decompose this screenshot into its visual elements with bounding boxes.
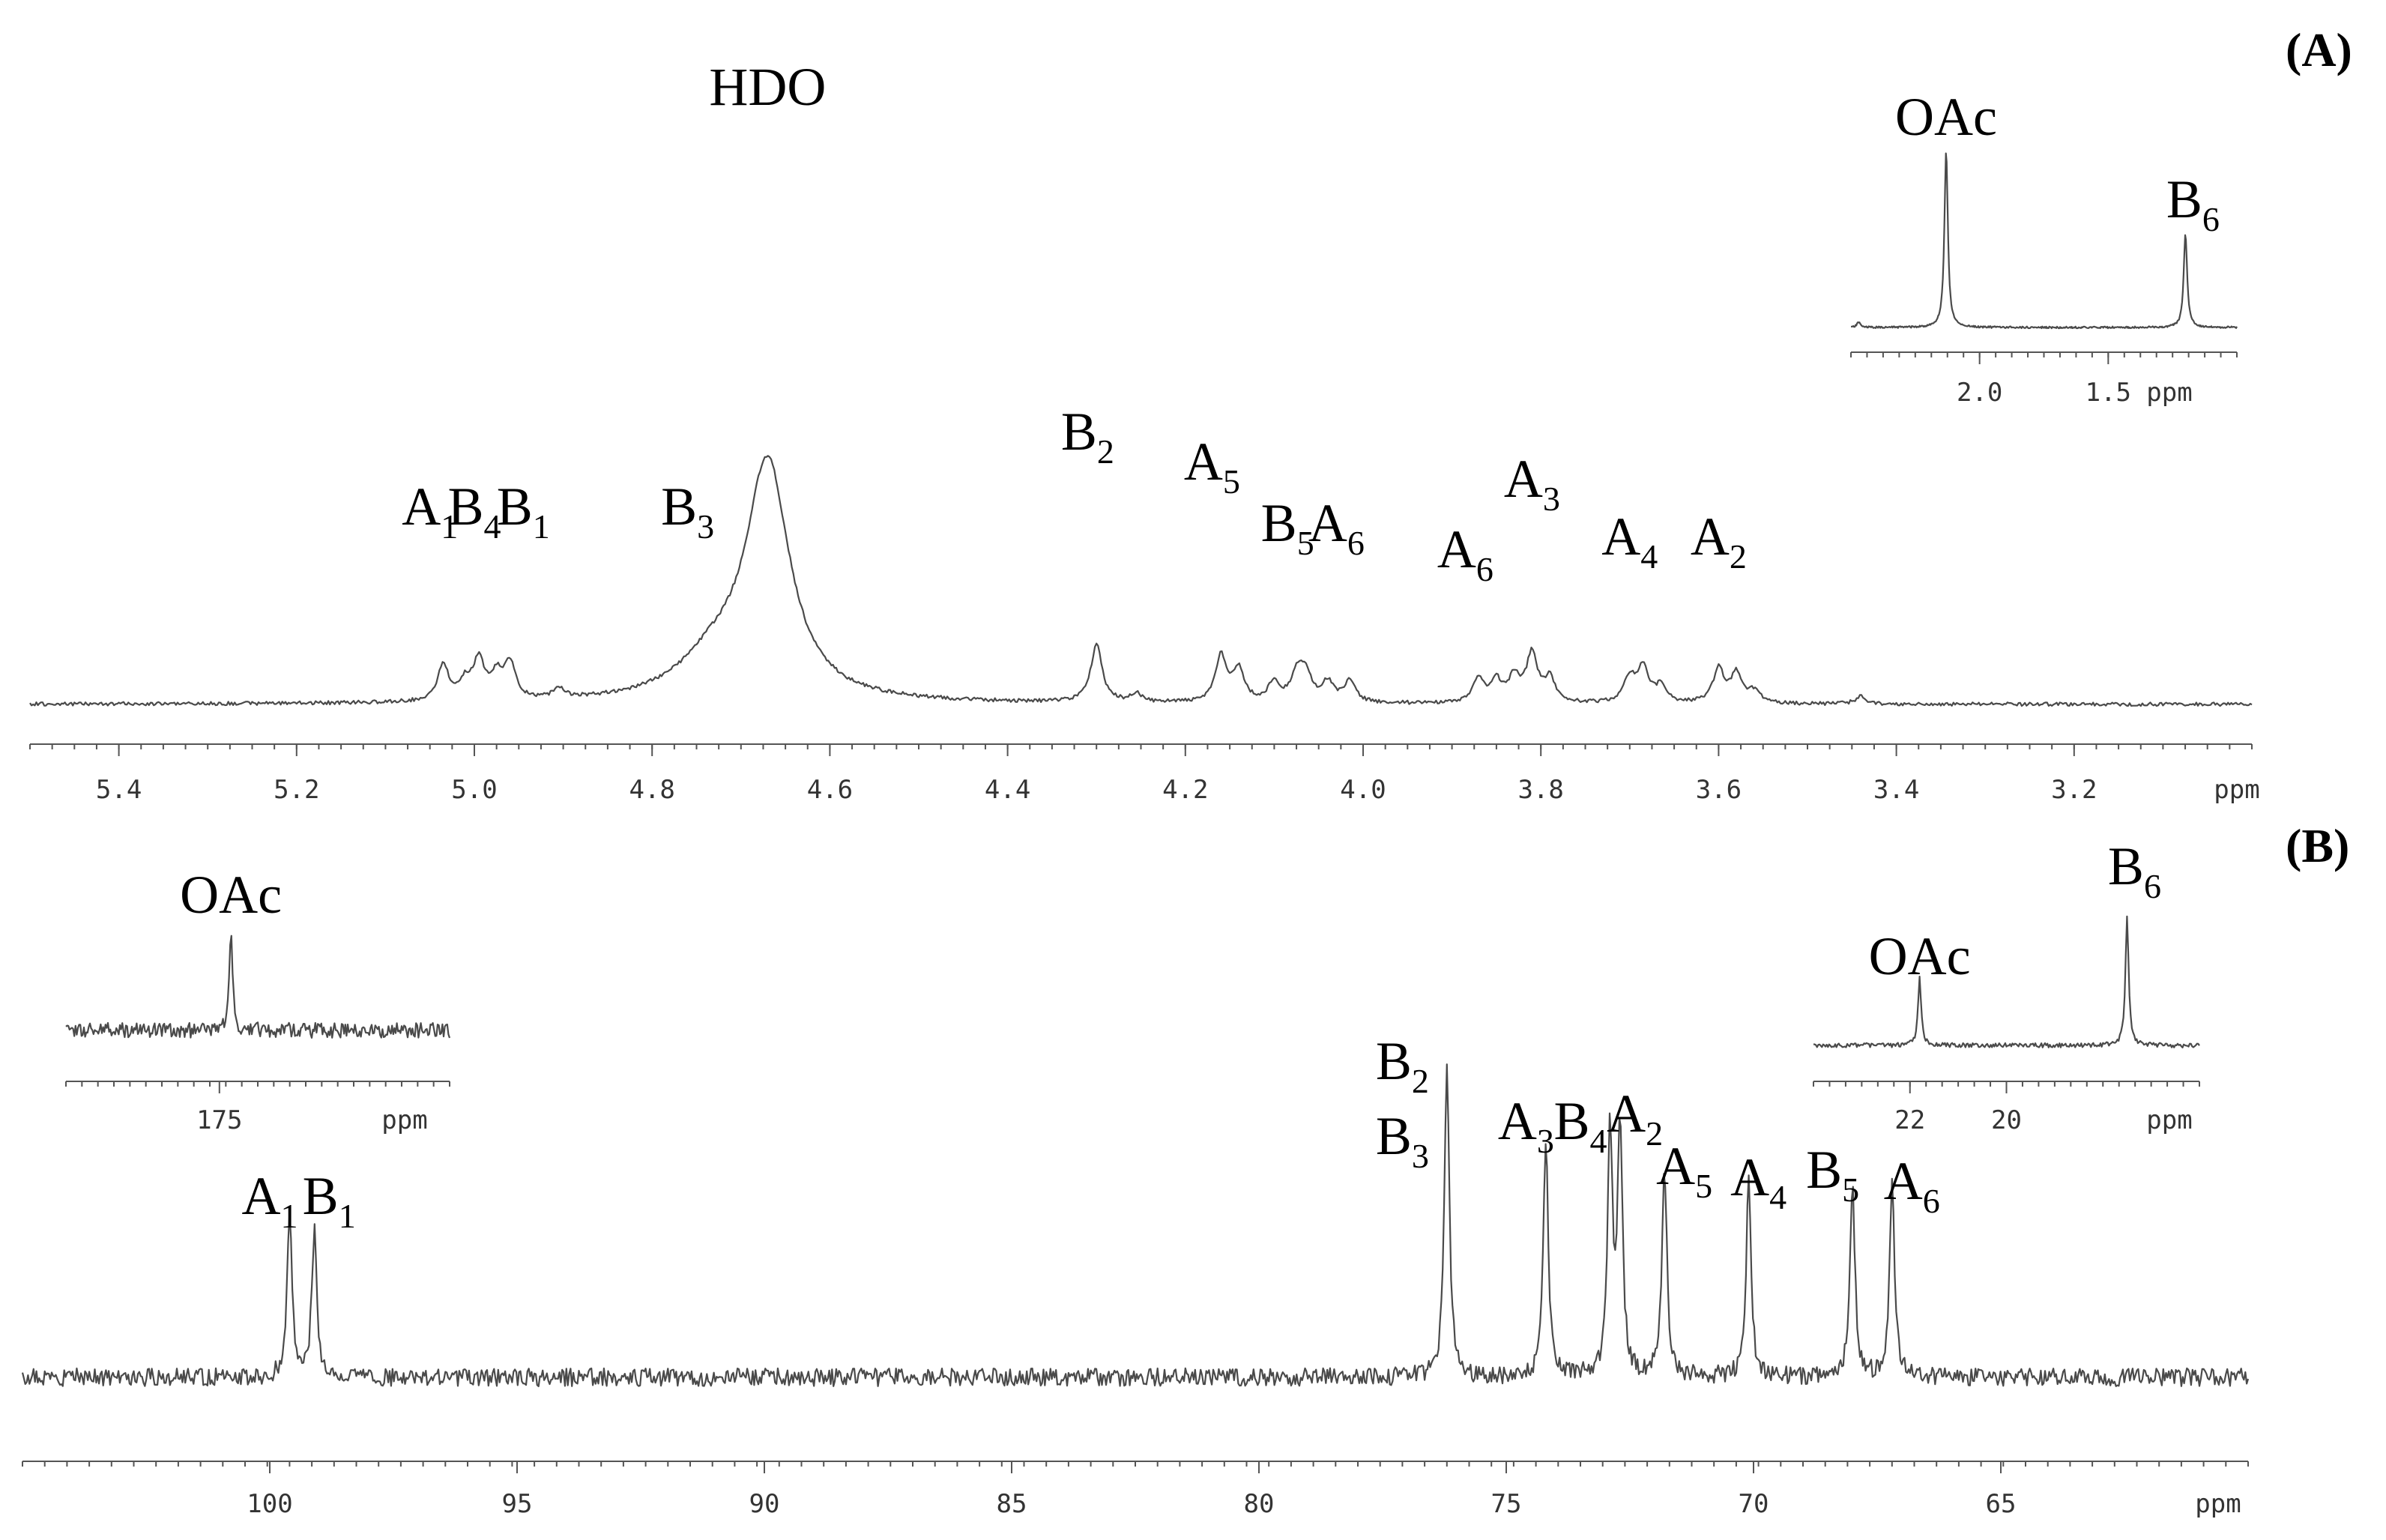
panel-a-spectrum-trace — [29, 455, 2253, 707]
panel-b-tick-label: 90 — [749, 1489, 780, 1519]
panel-b-peak-label: A4 — [1730, 1147, 1787, 1216]
panel-a-inset-tick-label: 1.5 — [2086, 378, 2131, 408]
panel-b-peak-label: B2 — [1376, 1031, 1429, 1100]
panel-a: (A) 5.4 5.2 5.0 4.8 4.6 4.4 4.2 4.0 3.8 3.6 3.4 3.2 p… — [29, 23, 2352, 805]
panel-a-peak-label: A2 — [1691, 507, 1747, 576]
panel-b-tick-label: 100 — [247, 1489, 292, 1519]
panel-b-axis-unit-label: ppm — [2195, 1489, 2241, 1519]
panel-a-inset-axis-unit-label: ppm — [2146, 378, 2192, 408]
panel-b-peak-label: A5 — [1656, 1136, 1712, 1205]
panel-b-inset-tick-label: 20 — [1991, 1105, 2022, 1135]
panel-a-tick-label: 5.2 — [274, 775, 319, 805]
panel-b-inset-axis-unit-label: ppm — [2146, 1105, 2192, 1135]
panel-a-peak-label: A1 — [402, 477, 458, 546]
panel-a-peak-label: B4 — [447, 477, 501, 546]
panel-a-tick-label: 5.4 — [96, 775, 142, 805]
panel-a-peak-label: HDO — [709, 57, 826, 117]
panel-a-peak-label: A6 — [1437, 519, 1493, 588]
panel-b-tick-label: 80 — [1244, 1489, 1275, 1519]
panel-b-peak-label: B5 — [1806, 1140, 1859, 1209]
panel-b-inset-peak-label: OAc — [180, 865, 282, 925]
panel-a-tick-label: 3.6 — [1696, 775, 1742, 805]
panel-a-inset: 2.0 1.5 ppm OAc B6 — [1850, 87, 2238, 408]
panel-a-inset-peak-label: B6 — [2166, 169, 2220, 238]
panel-a-tick-label: 4.0 — [1340, 775, 1386, 805]
panel-a-inset-tick-label: 2.0 — [1957, 378, 2002, 408]
panel-b-peak-label: A1 — [242, 1166, 298, 1235]
panel-b-inset-axis-unit-label: ppm — [381, 1105, 427, 1135]
panel-a-peak-label: A4 — [1601, 507, 1658, 576]
panel-b-inset-peak-label: OAc — [1869, 926, 1971, 986]
panel-a-tick-label: 3.8 — [1517, 775, 1563, 805]
panel-a-peak-label: A5 — [1184, 432, 1240, 501]
panel-a-tick-label: 3.4 — [1873, 775, 1919, 805]
panel-a-peak-label: B5 — [1261, 493, 1314, 562]
panel-a-peak-label: A3 — [1504, 449, 1560, 518]
panel-a-tick-label: 5.0 — [451, 775, 497, 805]
panel-a-peak-label: B3 — [661, 477, 714, 546]
panel-a-inset-peak-label: OAc — [1895, 87, 1997, 147]
panel-b-peak-label: B4 — [1553, 1091, 1607, 1160]
panel-b-inset-trace — [1813, 915, 2200, 1048]
panel-b-tag: (B) — [2286, 819, 2349, 872]
panel-a-tick-label: 4.2 — [1162, 775, 1208, 805]
panel-b-peak-label: B1 — [303, 1166, 356, 1235]
panel-b-peak-label: A6 — [1884, 1151, 1940, 1220]
panel-a-tick-label: 4.6 — [807, 775, 853, 805]
panel-a-axis-unit-label: ppm — [2214, 775, 2259, 805]
panel-a-inset-trace — [1850, 152, 2238, 330]
panel-a-tick-label: 4.4 — [985, 775, 1030, 805]
panel-a-peak-label: B1 — [497, 477, 550, 546]
panel-b-peak-label: B3 — [1376, 1106, 1429, 1175]
panel-a-peak-label: B2 — [1061, 402, 1114, 471]
panel-b-peak-label: A3 — [1498, 1091, 1554, 1160]
panel-b-inset-tick-label: 175 — [196, 1105, 242, 1135]
panel-b-tick-label: 65 — [1986, 1489, 2017, 1519]
panel-b-tick-label: 85 — [997, 1489, 1027, 1519]
panel-b-inset-trace — [65, 934, 451, 1039]
panel-a-tick-label: 4.8 — [629, 775, 674, 805]
panel-b-tick-label: 75 — [1491, 1489, 1522, 1519]
panel-b-spectrum-trace — [21, 1063, 2250, 1387]
panel-a-tag: (A) — [2286, 23, 2352, 76]
panel-a-peak-label: A6 — [1308, 493, 1365, 562]
panel-a-tick-label: 3.2 — [2051, 775, 2097, 805]
panel-b-inset-tick-label: 22 — [1894, 1105, 1925, 1135]
panel-b-inset-1: 175 ppm OAc — [65, 865, 451, 1135]
panel-b-tick-label: 70 — [1739, 1489, 1769, 1519]
panel-b-inset-2: 22 20 ppm OAc B6 — [1813, 836, 2200, 1135]
panel-b-inset-peak-label: B6 — [2108, 836, 2161, 905]
panel-b-peak-label: A2 — [1607, 1084, 1663, 1153]
panel-b-tick-label: 95 — [502, 1489, 533, 1519]
